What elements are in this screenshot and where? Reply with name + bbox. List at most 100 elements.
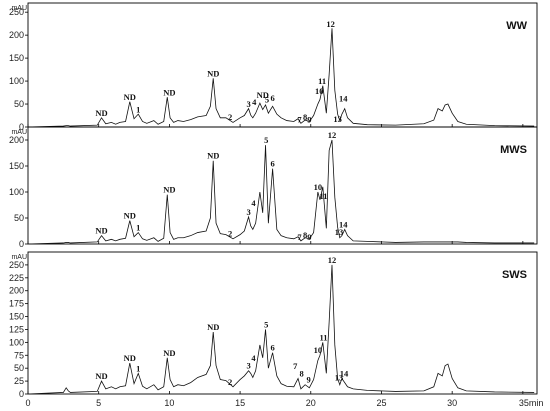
peak-label: 14 — [340, 368, 349, 378]
y-tick-label: 100 — [9, 337, 24, 347]
y-unit-label: mAU — [11, 5, 27, 12]
y-tick-label: 75 — [14, 350, 24, 360]
peak-label: 2 — [228, 377, 232, 387]
y-tick-label: 50 — [14, 99, 24, 109]
peak-label: 11 — [318, 76, 326, 86]
chromatogram-trace — [27, 28, 535, 128]
y-unit-label: mAU — [11, 129, 27, 136]
x-tick-label: 25 — [376, 398, 386, 408]
peak-label: 3 — [246, 207, 250, 217]
peak-label: 8 — [303, 230, 307, 240]
peak-label: 9 — [307, 232, 311, 242]
x-tick-label: 15 — [235, 398, 245, 408]
peak-label: 9 — [307, 114, 311, 124]
y-tick-label: 250 — [9, 260, 24, 270]
x-tick-label: 5 — [96, 398, 101, 408]
peak-label: 13 — [335, 373, 344, 383]
peak-label: 12 — [326, 19, 335, 29]
chromatogram-trace — [27, 139, 535, 245]
peak-label: 6 — [270, 343, 274, 353]
peak-label: ND — [257, 90, 269, 100]
peak-label: 7 — [293, 361, 298, 371]
y-tick-label: 0 — [19, 239, 24, 249]
y-tick-label: 225 — [9, 273, 24, 283]
y-tick-label: 150 — [9, 161, 24, 171]
y-tick-label: 25 — [14, 376, 24, 386]
y-tick-label: 50 — [14, 213, 24, 223]
x-tick-label: 20 — [306, 398, 316, 408]
peak-label: ND — [163, 87, 175, 97]
peak-label: 10 — [314, 345, 323, 355]
peak-label: 7 — [297, 232, 302, 242]
peak-label: ND — [95, 108, 107, 118]
panel-frame — [27, 251, 538, 395]
peak-label: ND — [163, 185, 175, 195]
peak-label: 2 — [228, 229, 232, 239]
y-tick-label: 175 — [9, 299, 24, 309]
peak-label: 3 — [246, 99, 250, 109]
peak-label: ND — [207, 151, 219, 161]
peak-label: 14 — [339, 94, 348, 104]
peak-label: 6 — [270, 159, 274, 169]
peak-label: 2 — [228, 112, 232, 122]
peak-label: 6 — [270, 93, 274, 103]
peak-label: 1 — [136, 104, 140, 114]
y-tick-label: 0 — [19, 389, 24, 399]
peak-label: 8 — [299, 368, 303, 378]
y-tick-label: 150 — [9, 312, 24, 322]
peak-label: 12 — [328, 255, 337, 265]
peak-label: ND — [124, 211, 136, 221]
peak-label: 10 — [315, 86, 324, 96]
y-tick-label: 100 — [9, 76, 24, 86]
peak-label: 4 — [251, 198, 256, 208]
y-tick-label: 200 — [9, 30, 24, 40]
peak-label: 9 — [307, 375, 311, 385]
y-tick-label: 150 — [9, 53, 24, 63]
peak-label: 7 — [297, 114, 302, 124]
panel-title: WW — [506, 20, 527, 32]
peak-label: 1 — [136, 222, 140, 232]
panel-sws: 0255075100125150175200225250mAUSWSNDND1N… — [9, 251, 538, 399]
peak-label: ND — [207, 322, 219, 332]
peak-label: ND — [163, 348, 175, 358]
y-tick-label: 125 — [9, 324, 24, 334]
x-tick-label: 35min — [519, 398, 544, 408]
peak-label: ND — [95, 226, 107, 236]
x-tick-label: 0 — [25, 398, 30, 408]
x-tick-label: 10 — [164, 398, 174, 408]
peak-label: 5 — [265, 95, 269, 105]
panel-title: MWS — [500, 144, 527, 156]
peak-label: 12 — [328, 130, 337, 140]
peak-label: 1 — [136, 363, 140, 373]
peak-label: ND — [95, 371, 107, 381]
y-tick-label: 200 — [9, 135, 24, 145]
x-tick-label: 30 — [447, 398, 457, 408]
peak-label: 13 — [335, 227, 344, 237]
peak-label: 13 — [333, 114, 342, 124]
peak-label: 4 — [252, 97, 257, 107]
y-tick-label: 200 — [9, 286, 24, 296]
y-tick-label: 0 — [19, 122, 24, 132]
panel-title: SWS — [502, 269, 527, 281]
peak-label: 8 — [303, 112, 307, 122]
peak-label: 4 — [251, 353, 256, 363]
peak-label: ND — [207, 68, 219, 78]
peak-label: 10 — [314, 182, 323, 192]
peak-label: 14 — [339, 219, 348, 229]
y-tick-label: 100 — [9, 187, 24, 197]
y-tick-label: 250 — [9, 7, 24, 17]
peak-label: ND — [124, 353, 136, 363]
y-unit-label: mAU — [11, 254, 27, 261]
chromatogram-trace — [27, 264, 535, 395]
peak-label: ND — [124, 92, 136, 102]
peak-label: 3 — [246, 361, 250, 371]
panel-frame — [27, 126, 538, 245]
peak-label: 5 — [264, 135, 268, 145]
y-tick-label: 50 — [14, 363, 24, 373]
peak-label: 5 — [264, 319, 268, 329]
peak-label: 11 — [319, 191, 327, 201]
peak-label: 11 — [319, 332, 327, 342]
